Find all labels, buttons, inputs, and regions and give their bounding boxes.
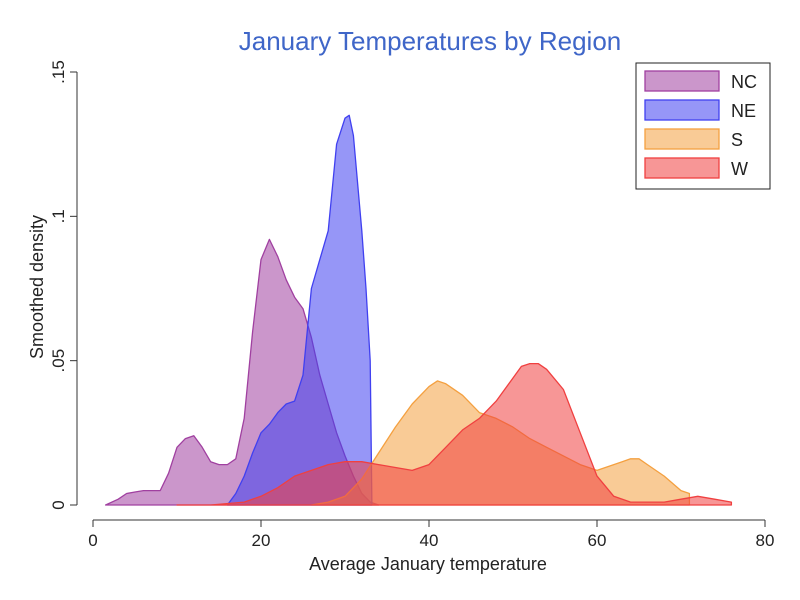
- legend-label-ne: NE: [731, 101, 756, 121]
- legend-swatch-ne: [644, 99, 720, 121]
- y-tick-label: .1: [49, 209, 68, 223]
- density-area-w: [176, 362, 733, 506]
- y-axis-label: Smoothed density: [27, 215, 47, 359]
- x-axis-label: Average January temperature: [309, 554, 547, 574]
- x-tick-label: 60: [588, 531, 607, 550]
- y-tick-label: .15: [49, 60, 68, 84]
- legend-label-nc: NC: [731, 72, 757, 92]
- legend-swatch-nc: [644, 70, 720, 92]
- legend-label-w: W: [731, 159, 748, 179]
- x-tick-label: 40: [420, 531, 439, 550]
- legend-swatch-s: [644, 128, 720, 150]
- density-areas: [104, 114, 733, 506]
- y-tick-label: 0: [49, 500, 68, 509]
- axes: 0 20 40 60 80 0 .05 .1 .15: [49, 60, 774, 550]
- y-tick-label: .05: [49, 349, 68, 373]
- legend-label-s: S: [731, 130, 743, 150]
- x-tick-label: 80: [756, 531, 775, 550]
- x-tick-label: 0: [88, 531, 97, 550]
- x-tick-label: 20: [252, 531, 271, 550]
- plot-area: 0 20 40 60 80 0 .05 .1 .15: [49, 60, 774, 550]
- legend: NC NE SW: [635, 62, 771, 190]
- density-area-ne: [226, 114, 373, 506]
- legend-swatch-w: [644, 157, 720, 179]
- chart-title: January Temperatures by Region: [239, 26, 622, 56]
